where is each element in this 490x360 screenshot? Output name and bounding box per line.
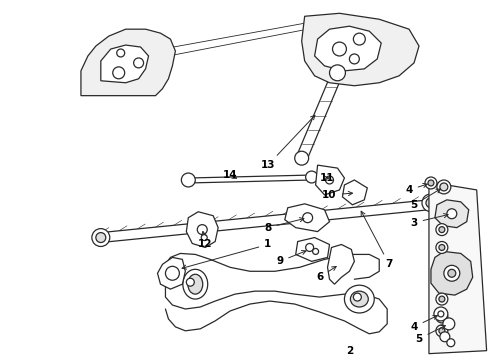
Circle shape [439,227,445,233]
Circle shape [444,265,460,281]
Ellipse shape [344,285,374,313]
Polygon shape [435,200,469,228]
Polygon shape [285,204,329,231]
Text: 14: 14 [223,170,237,180]
Circle shape [436,224,448,235]
Circle shape [437,180,451,194]
Circle shape [443,318,455,330]
Circle shape [96,233,106,243]
Text: 4: 4 [405,184,427,195]
Text: 11: 11 [320,173,335,183]
Circle shape [448,269,456,277]
Polygon shape [186,212,218,247]
Circle shape [436,325,448,337]
Text: 10: 10 [322,190,352,200]
Circle shape [447,209,457,219]
Circle shape [303,213,313,223]
Ellipse shape [183,269,208,299]
Circle shape [333,42,346,56]
Text: 13: 13 [261,115,315,170]
Polygon shape [101,45,148,83]
Circle shape [134,58,144,68]
Circle shape [426,198,436,208]
Circle shape [325,176,334,184]
Text: 7: 7 [361,211,393,269]
Circle shape [329,65,345,81]
Circle shape [439,314,445,320]
Polygon shape [343,180,368,205]
Circle shape [181,173,196,187]
Circle shape [294,151,309,165]
Circle shape [440,332,450,342]
Polygon shape [431,251,473,295]
Text: 6: 6 [316,266,336,282]
Circle shape [436,242,448,253]
Circle shape [353,33,366,45]
Text: 12: 12 [198,231,213,249]
Polygon shape [327,244,354,284]
Polygon shape [157,257,185,289]
Ellipse shape [188,274,203,294]
Circle shape [440,183,448,191]
Text: 3: 3 [411,213,448,228]
Circle shape [428,180,434,186]
Circle shape [117,49,124,57]
Circle shape [306,171,318,183]
Polygon shape [429,182,487,354]
Circle shape [313,248,318,255]
Circle shape [447,339,455,347]
Circle shape [113,67,124,79]
Circle shape [436,311,448,323]
Circle shape [422,194,440,212]
Circle shape [186,278,195,286]
Circle shape [197,225,207,235]
Text: 5: 5 [411,189,441,210]
Text: 9: 9 [276,251,306,266]
Text: 2: 2 [346,346,353,356]
Circle shape [439,296,445,302]
Ellipse shape [350,291,368,307]
Circle shape [439,328,445,334]
Circle shape [201,235,207,240]
Circle shape [92,229,110,247]
Polygon shape [295,238,329,261]
Polygon shape [81,29,175,96]
Polygon shape [316,165,344,195]
Circle shape [439,244,445,251]
Text: 8: 8 [264,218,304,233]
Circle shape [436,293,448,305]
Text: 1: 1 [182,239,271,269]
Polygon shape [315,26,381,71]
Text: 4: 4 [410,316,438,332]
Polygon shape [302,13,419,86]
Circle shape [434,307,448,321]
Circle shape [306,243,314,251]
Circle shape [425,177,437,189]
Circle shape [353,293,361,301]
Circle shape [438,311,444,317]
Text: 5: 5 [416,325,445,344]
Circle shape [166,266,179,280]
Circle shape [349,54,359,64]
